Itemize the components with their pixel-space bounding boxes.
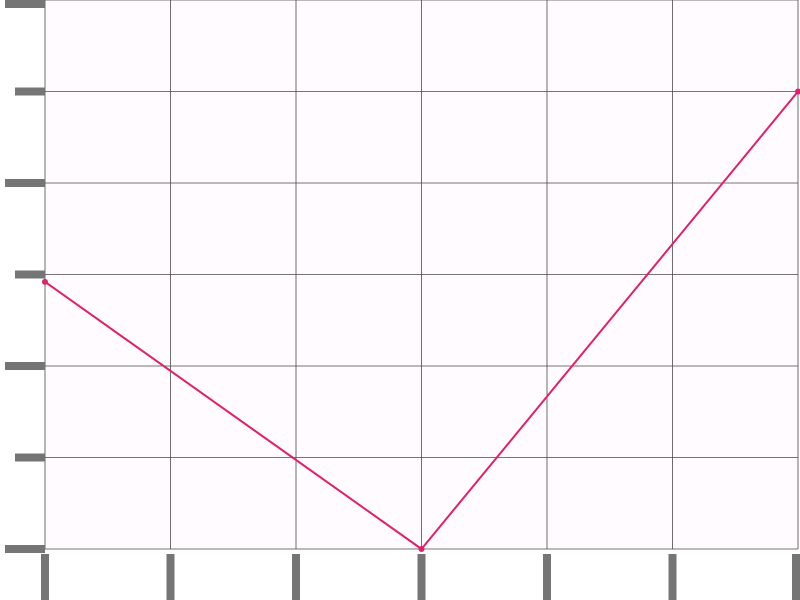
y-tick-mark <box>5 545 45 553</box>
y-tick-mark <box>15 87 45 96</box>
x-tick-mark <box>166 554 175 600</box>
y-tick-mark <box>15 270 45 279</box>
y-tick-mark <box>15 453 45 462</box>
x-tick-mark <box>543 554 551 600</box>
y-tick-mark <box>5 0 45 8</box>
data-point <box>42 278 48 285</box>
x-tick-mark <box>417 554 426 600</box>
x-tick-mark <box>41 554 49 600</box>
data-point <box>795 88 800 95</box>
grid <box>44 0 799 550</box>
y-tick-mark <box>5 362 45 370</box>
x-tick-mark <box>292 554 300 600</box>
axis-ticks <box>5 0 800 600</box>
series-layer <box>42 88 800 552</box>
y-tick-mark <box>5 179 45 187</box>
data-point <box>418 546 425 552</box>
x-tick-mark <box>792 554 800 600</box>
x-tick-mark <box>668 554 677 600</box>
